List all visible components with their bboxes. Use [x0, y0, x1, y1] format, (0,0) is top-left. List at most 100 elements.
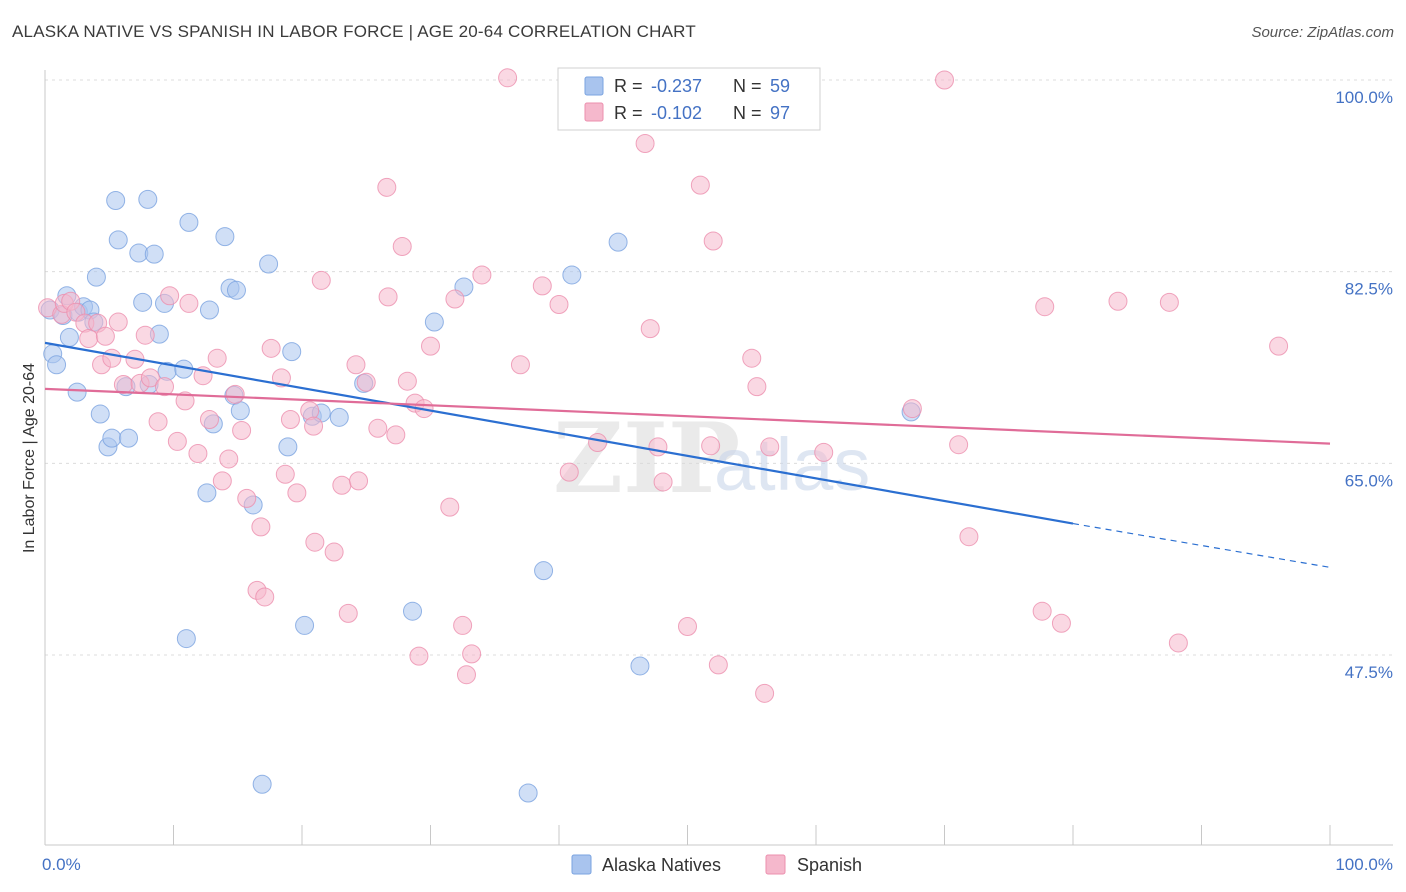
- point-spanish-35: [261, 338, 281, 358]
- point-spanish-46: [338, 603, 358, 623]
- y-tick-label-0: 47.5%: [1345, 663, 1393, 682]
- y-tick-label-2: 82.5%: [1345, 280, 1393, 299]
- legend-r-label-alaska: R =: [614, 76, 643, 96]
- point-spanish-88: [949, 435, 969, 455]
- point-alaska-20: [133, 292, 153, 312]
- legend-top: R = -0.237 N = 59 R = -0.102 N = 97: [557, 67, 821, 131]
- point-spanish-60: [440, 497, 460, 517]
- point-alaska-33: [215, 227, 235, 247]
- point-spanish-11: [108, 312, 128, 332]
- point-spanish-76: [678, 617, 697, 637]
- point-spanish-66: [498, 68, 518, 88]
- point-spanish-65: [472, 265, 492, 285]
- point-alaska-28: [176, 629, 196, 649]
- point-spanish-28: [219, 449, 239, 469]
- point-spanish-39: [287, 483, 307, 503]
- trend-line-spanish: [44, 387, 1331, 445]
- point-spanish-55: [397, 371, 417, 391]
- bottom-legend-label-spanish: Spanish: [797, 855, 862, 875]
- point-alaska-12: [90, 404, 110, 424]
- point-alaska-49: [424, 312, 444, 332]
- trend-lines: [44, 341, 1331, 568]
- legend-n-value-spanish: 97: [770, 103, 790, 123]
- point-spanish-54: [392, 236, 412, 256]
- point-spanish-87: [935, 70, 954, 90]
- point-spanish-27: [212, 471, 232, 491]
- legend-bottom: Alaska Natives Spanish: [571, 854, 862, 875]
- point-spanish-12: [113, 374, 133, 394]
- point-spanish-70: [559, 462, 579, 482]
- point-alaska-54: [608, 232, 628, 252]
- point-alaska-39: [252, 774, 272, 794]
- point-spanish-62: [453, 615, 473, 635]
- point-spanish-93: [1108, 291, 1128, 311]
- point-spanish-47: [346, 355, 366, 375]
- legend-r-label-spanish: R =: [614, 103, 643, 123]
- y-axis-title: In Labor Force | Age 20-64: [21, 363, 38, 553]
- point-spanish-57: [409, 646, 429, 666]
- point-spanish-79: [703, 231, 723, 251]
- point-spanish-20: [167, 431, 187, 451]
- point-spanish-49: [356, 372, 376, 392]
- point-spanish-52: [378, 287, 398, 307]
- point-alaska-55: [630, 656, 650, 676]
- point-spanish-25: [199, 410, 219, 430]
- point-spanish-31: [237, 488, 257, 508]
- point-alaska-43: [295, 615, 315, 635]
- point-spanish-30: [232, 420, 252, 440]
- point-spanish-43: [311, 270, 331, 290]
- point-spanish-21: [175, 391, 195, 411]
- point-alaska-18: [119, 428, 139, 448]
- point-alaska-15: [106, 190, 126, 210]
- point-spanish-86: [902, 399, 922, 419]
- point-alaska-52: [534, 561, 554, 581]
- point-spanish-34: [255, 587, 275, 607]
- point-alaska-31: [199, 300, 219, 320]
- point-spanish-92: [1051, 613, 1071, 633]
- point-alaska-5: [59, 327, 79, 347]
- point-spanish-9: [95, 326, 115, 346]
- point-spanish-51: [377, 177, 397, 197]
- point-spanish-74: [648, 437, 668, 457]
- legend-n-value-alaska: 59: [770, 76, 790, 96]
- x-ticks: [44, 825, 1331, 845]
- legend-r-value-alaska: -0.237: [651, 76, 702, 96]
- legend-n-label-spanish: N =: [733, 103, 762, 123]
- point-spanish-94: [1159, 292, 1179, 312]
- point-spanish-73: [640, 319, 660, 339]
- y-tick-label-1: 65.0%: [1345, 471, 1393, 490]
- point-spanish-26: [207, 348, 227, 368]
- point-spanish-85: [814, 442, 834, 462]
- point-spanish-50: [368, 418, 388, 438]
- point-spanish-68: [532, 276, 552, 296]
- legend-n-label-alaska: N =: [733, 76, 762, 96]
- point-alaska-6: [67, 382, 87, 402]
- point-alaska-11: [86, 267, 106, 287]
- chart-title: ALASKA NATIVE VS SPANISH IN LABOR FORCE …: [12, 22, 696, 41]
- point-spanish-89: [959, 527, 979, 547]
- point-spanish-38: [280, 410, 300, 430]
- point-spanish-53: [386, 425, 406, 445]
- point-spanish-59: [421, 336, 440, 356]
- point-spanish-64: [462, 644, 482, 664]
- source-label: Source: ZipAtlas.com: [1251, 24, 1394, 41]
- point-alaska-30: [197, 483, 217, 503]
- axes: [44, 70, 1393, 846]
- point-spanish-61: [445, 289, 465, 309]
- point-alaska-37: [230, 401, 250, 421]
- point-alaska-41: [278, 437, 298, 457]
- point-spanish-81: [742, 348, 762, 368]
- bottom-legend-label-alaska: Alaska Natives: [602, 855, 721, 875]
- gridlines: [45, 79, 1393, 656]
- point-spanish-84: [760, 437, 780, 457]
- point-spanish-36: [271, 368, 291, 388]
- point-spanish-82: [747, 377, 767, 397]
- point-spanish-75: [653, 472, 673, 492]
- point-spanish-15: [135, 325, 155, 345]
- point-spanish-33: [251, 517, 271, 537]
- point-spanish-41: [304, 416, 324, 436]
- point-alaska-16: [108, 230, 128, 250]
- point-spanish-91: [1035, 297, 1055, 317]
- bottom-legend-swatch-spanish: [765, 854, 786, 875]
